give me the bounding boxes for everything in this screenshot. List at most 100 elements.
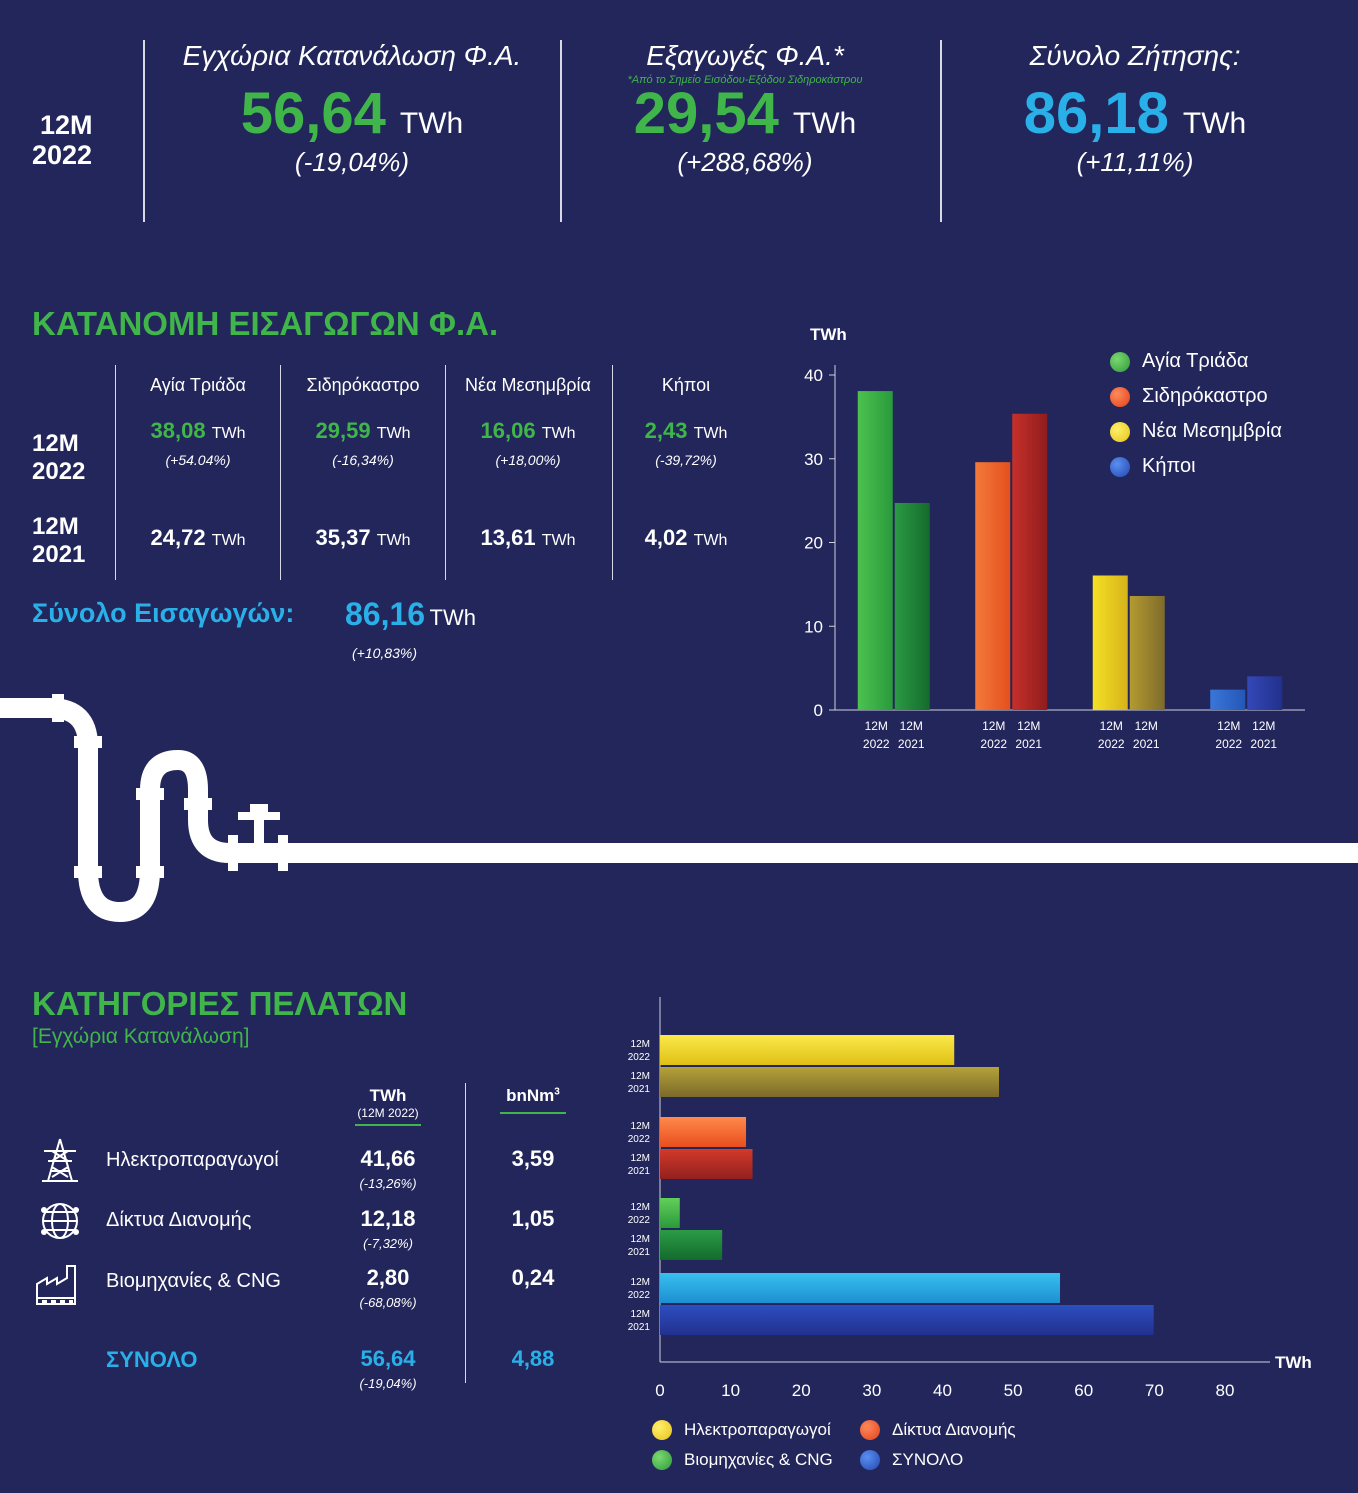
kpi-pct: (+11,11%) [1076, 147, 1194, 177]
legend-item: ΣΥΝΟΛΟ [860, 1450, 1060, 1470]
x-tick-label: 50 [1004, 1381, 1023, 1400]
category-twh-value: 41,66 [360, 1146, 416, 1171]
divider [445, 365, 446, 580]
category-label: Ηλεκτροπαραγωγοί [106, 1149, 279, 1171]
col-head-nea-mesimvria: Νέα Μεσημβρία [465, 375, 591, 395]
legend-dot [860, 1450, 880, 1470]
imports-title: ΚΑΤΑΝΟΜΗ ΕΙΣΑΓΩΓΩΝ Φ.Α. [32, 305, 499, 342]
category-pct: (-13,26%) [359, 1176, 417, 1191]
cell-pct: (-16,34%) [332, 452, 394, 468]
legend-label: Βιομηχανίες & CNG [684, 1450, 833, 1469]
kpi-exports: Εξαγωγές Φ.Α.* *Από το Σημείο Εισόδου-Εξ… [555, 40, 935, 178]
x-tick-label: 2021 [1250, 737, 1277, 751]
cell-number: 2,43 [644, 418, 688, 443]
cell-number: 16,06 [480, 418, 536, 443]
x-tick-label: 10 [721, 1381, 740, 1400]
bar-2021 [1012, 413, 1048, 710]
category-label: Βιομηχανίες & CNG [106, 1270, 281, 1292]
cell-unit: TWh [693, 425, 728, 442]
cell-unit: TWh [693, 532, 728, 549]
legend-dot [1110, 351, 1130, 372]
x-tick-label: 2021 [1133, 737, 1160, 751]
category-twh: 41,66 (-13,26%) [333, 1146, 443, 1191]
bar-2022 [1210, 689, 1246, 710]
y-tick-label: 12M [631, 1309, 650, 1320]
pipe-flange [278, 835, 288, 871]
legend-item: Βιομηχανίες & CNG [652, 1450, 860, 1470]
y-tick-label: 30 [804, 450, 823, 469]
col-head-text: bnNm [506, 1086, 555, 1105]
legend-dot [1110, 386, 1130, 407]
legend-item: Κήποι [1110, 455, 1282, 478]
legend-item: Σιδηρόκαστρο [1110, 385, 1282, 408]
y-tick-label: 12M [631, 1277, 650, 1288]
cell-number: 24,72 [150, 525, 206, 550]
kpi-value: 29,54 TWh [555, 80, 935, 147]
imports-total-pct: (+10,83%) [352, 645, 417, 661]
kpi-number: 56,64 [240, 81, 386, 146]
kpi-title: Εξαγωγές Φ.Α.* [646, 40, 844, 71]
x-tick-label: 2022 [980, 737, 1007, 751]
divider [465, 1083, 466, 1383]
bar-2022 [660, 1035, 955, 1065]
customers-bar-chart: 0 10 20 30 40 50 60 70 80 TWh 12M 2022 12M 2021 12M 202… [628, 997, 1312, 1400]
x-tick-label: 2022 [1098, 737, 1125, 751]
kpi-title: Σύνολο Ζήτησης: [1029, 40, 1241, 71]
pipe-flange [74, 866, 102, 878]
y-tick-label: 2022 [628, 1052, 651, 1063]
globe-network-icon [41, 1203, 79, 1239]
x-tick-label: 2021 [898, 737, 925, 751]
cell-unit: TWh [211, 532, 246, 549]
bar-2022 [975, 462, 1011, 710]
customers-total-twh: 56,64 (-19,04%) [333, 1346, 443, 1391]
x-tick-label: 12M [1252, 719, 1275, 733]
x-tick-label: 40 [933, 1381, 952, 1400]
factory-icon [36, 1265, 76, 1305]
cell-number: 13,61 [480, 525, 536, 550]
y-tick-label: 12M [631, 1039, 650, 1050]
valve-handle [238, 812, 280, 820]
legend-item: Αγία Τριάδα [1110, 350, 1282, 373]
cell-2021-agia-triada: 24,72 TWh [118, 525, 278, 551]
cell-unit: TWh [541, 425, 576, 442]
row-label-line2: 2022 [32, 458, 86, 485]
category-twh: 2,80 (-68,08%) [333, 1265, 443, 1310]
divider [280, 365, 281, 580]
cell-2022-sidirokastro: 29,59 TWh (-16,34%) [283, 418, 443, 468]
y-tick-label: 12M [631, 1234, 650, 1245]
y-tick-label: 12M [631, 1071, 650, 1082]
kpi-period-line1: 12M [40, 110, 93, 140]
kpi-number: 29,54 [633, 81, 779, 146]
cell-unit: TWh [376, 532, 411, 549]
col-head-text: TWh [369, 1086, 407, 1105]
cell-value: 16,06 TWh [448, 418, 608, 444]
total-unit: TWh [429, 605, 476, 630]
x-tick-label: 2021 [1015, 737, 1042, 751]
row-label-line2: 2021 [32, 541, 86, 568]
category-twh: 12,18 (-7,32%) [333, 1206, 443, 1251]
y-tick-label: 12M [631, 1121, 650, 1132]
cell-number: 38,08 [150, 418, 206, 443]
y-tick-label: 2022 [628, 1290, 651, 1301]
x-axis-label: TWh [1275, 1353, 1312, 1372]
divider [143, 40, 145, 222]
legend-label: Σιδηρόκαστρο [1142, 385, 1268, 407]
pipe-flange [136, 788, 164, 800]
y-tick-label: 20 [804, 534, 823, 553]
cell-number: 4,02 [644, 525, 688, 550]
kpi-pct: (+288,68%) [677, 147, 813, 177]
cell-value: 29,59 TWh [283, 418, 443, 444]
cell-unit: TWh [211, 425, 246, 442]
row-label-2022: 12M 2022 [32, 430, 85, 486]
category-label: Δίκτυα Διανομής [106, 1209, 252, 1231]
cell-2022-agia-triada: 38,08 TWh (+54.04%) [118, 418, 278, 468]
cell-pct: (-39,72%) [655, 452, 717, 468]
kpi-demand: Σύνολο Ζήτησης: 86,18 TWh (+11,11%) [945, 40, 1325, 178]
bar-2022 [660, 1198, 680, 1228]
x-tick-label: 12M [900, 719, 923, 733]
total-pct: (-19,04%) [359, 1376, 417, 1391]
x-tick-label: 12M [1135, 719, 1158, 733]
bar-2021 [660, 1305, 1154, 1335]
valve-stem [254, 815, 264, 845]
x-tick-label: 12M [982, 719, 1005, 733]
